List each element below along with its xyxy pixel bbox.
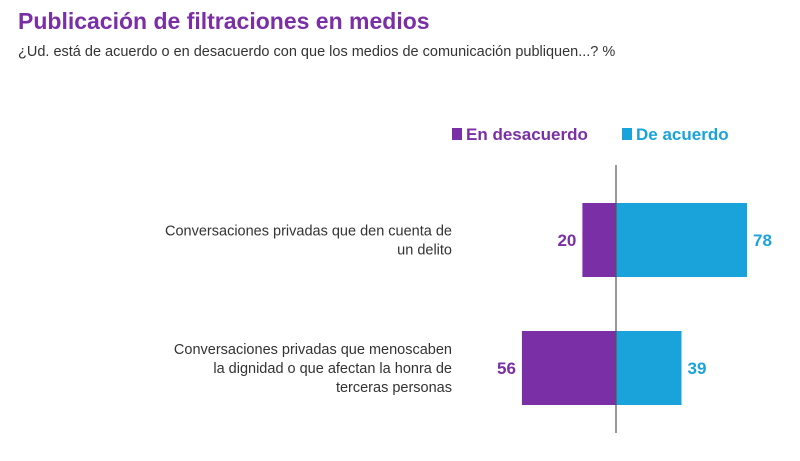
bar-right-1 <box>616 331 682 405</box>
bar-right-0 <box>616 203 748 277</box>
category-label-1-line-2: terceras personas <box>336 380 452 396</box>
category-label-0-line-0: Conversaciones privadas que den cuenta d… <box>165 224 452 240</box>
legend-swatch-1 <box>622 128 632 140</box>
chart-subtitle: ¿Ud. está de acuerdo o en desacuerdo con… <box>18 44 616 60</box>
data-label-right-0: 78 <box>753 231 772 250</box>
data-label-right-1: 39 <box>688 359 707 378</box>
chart-title: Publicación de filtraciones en medios <box>18 8 430 34</box>
legend-swatch-0 <box>452 128 462 140</box>
data-label-left-0: 20 <box>557 231 576 250</box>
category-label-1-line-1: la dignidad o que afectan la honra de <box>213 361 452 377</box>
category-label-1-line-0: Conversaciones privadas que menoscaben <box>174 342 452 358</box>
bar-left-1 <box>521 331 616 405</box>
legend-label-0: En desacuerdo <box>466 125 588 144</box>
legend-label-1: De acuerdo <box>636 125 729 144</box>
bar-left-0 <box>582 203 616 277</box>
category-label-0-line-1: un delito <box>397 243 452 259</box>
data-label-left-1: 56 <box>497 359 516 378</box>
